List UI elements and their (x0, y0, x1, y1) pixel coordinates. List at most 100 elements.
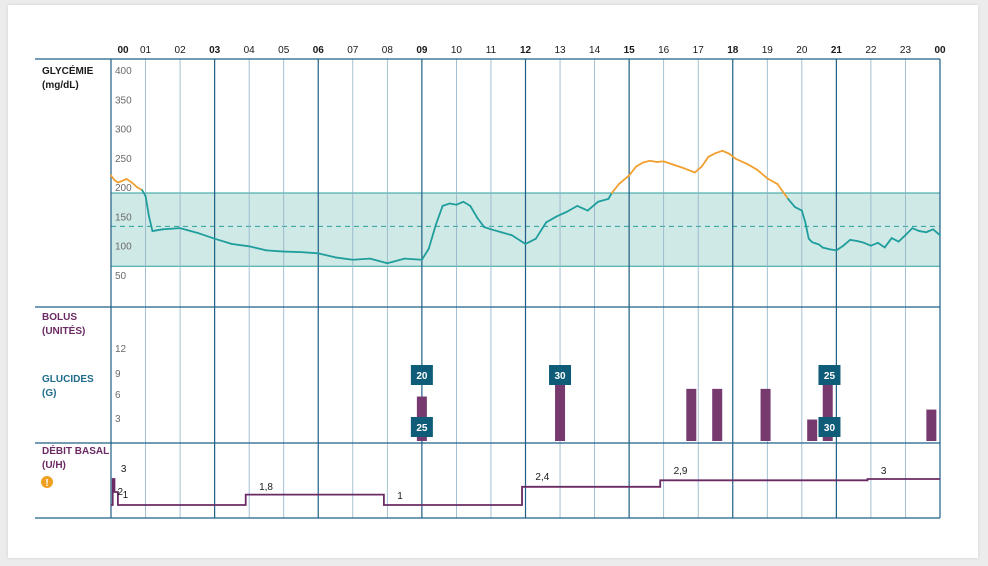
hour-label: 03 (209, 45, 221, 56)
glucose-segment (787, 197, 796, 208)
glucose-segment (441, 202, 451, 207)
glucose-segment (828, 248, 838, 252)
glucose-segment (628, 165, 637, 177)
hour-label: 17 (693, 45, 705, 56)
bolus-bar (760, 388, 771, 441)
basal-rate-line (111, 478, 940, 506)
glycemia-tick-label: 350 (115, 95, 132, 106)
carb-box (818, 365, 841, 385)
bolus-tick-label: 12 (115, 344, 127, 355)
glucose-segment (897, 234, 907, 243)
carb-box (410, 365, 433, 385)
glucose-segment (707, 152, 717, 158)
glucose-segment (673, 163, 686, 170)
glucose-segment (597, 197, 610, 203)
hour-label: 19 (762, 45, 774, 56)
glucose-segment (403, 257, 423, 261)
glucose-segment (756, 168, 769, 180)
glucose-segment (196, 231, 216, 240)
glucose-segment (136, 186, 143, 191)
glucose-segment (728, 152, 738, 160)
bolus-tick-label: 9 (115, 369, 121, 380)
bolus-tick-label: 3 (115, 414, 121, 425)
glucose-segment (821, 246, 831, 251)
bolus-unit: (UNITÉS) (42, 324, 85, 337)
glucose-segment (648, 159, 658, 163)
basal-rate-label: 2 (117, 487, 123, 498)
glucose-segment (534, 221, 548, 240)
glycemia-tick-label: 50 (115, 271, 127, 282)
glucose-segment (890, 237, 900, 243)
glucose-segment (213, 237, 233, 245)
glucose-segment (863, 241, 872, 247)
glycemia-tick-label: 100 (115, 242, 132, 253)
glucose-segment (369, 257, 389, 265)
glucose-segment (635, 161, 644, 168)
basal-unit: (U/H) (42, 460, 66, 471)
basal-title: DÉBIT BASAL (42, 444, 109, 457)
glucose-segment (804, 221, 810, 240)
glucose-report-chart: 00 01 02 03 04 05 06 07 08 09 10 11 12 13 14 15 16 17 18 19… (35, 45, 946, 519)
glucose-segment (230, 243, 251, 248)
hour-label: 16 (658, 45, 670, 56)
glucose-segment (455, 200, 465, 206)
glucose-segment (151, 228, 164, 232)
glucose-segment (144, 195, 150, 218)
glycemia-tick-label: 250 (115, 154, 132, 165)
basal-rate-label: 1 (397, 491, 403, 502)
glucose-segment (317, 252, 337, 259)
glucose-segment (576, 204, 589, 212)
hour-label: 09 (416, 45, 428, 56)
glucose-segment (617, 174, 631, 186)
glucose-segment (856, 240, 865, 244)
carb-value: 30 (554, 371, 566, 382)
basal-rate-label: 3 (881, 466, 887, 477)
carb-value: 25 (416, 423, 428, 434)
glucose-segment (110, 174, 116, 182)
glucose-segment (427, 224, 437, 250)
glucose-segment (700, 155, 710, 168)
glucose-segment (683, 167, 696, 174)
glucose-segment (462, 200, 472, 207)
basal-rate-label: 2,4 (535, 472, 549, 483)
hour-label: 02 (175, 45, 187, 56)
glucose-segment (555, 210, 568, 218)
glucose-segment (545, 215, 558, 224)
carb-box (410, 417, 433, 437)
bolus-bar (712, 388, 723, 441)
glucose-segment (721, 149, 731, 155)
carbs-title: GLUCIDES (42, 374, 94, 385)
basal-rate-label: 1,8 (259, 482, 273, 493)
glucose-segment (510, 234, 527, 245)
glucose-segment (876, 241, 886, 249)
glucose-segment (586, 200, 599, 212)
glucose-segment (248, 245, 268, 252)
bolus-bar (686, 388, 697, 441)
hour-label: 00 (117, 45, 129, 56)
hour-label: 14 (589, 45, 601, 56)
carb-value: 20 (416, 371, 428, 382)
glucose-segment (835, 244, 845, 252)
glucose-segment (610, 183, 620, 194)
hour-label: 15 (624, 45, 636, 56)
bolus-title: BOLUS (42, 312, 77, 323)
warning-icon (41, 476, 53, 488)
glucose-segment (776, 183, 789, 200)
hour-label: 23 (900, 45, 912, 56)
bolus-tick-label: 6 (115, 390, 121, 401)
glucose-segment (334, 256, 354, 261)
warning-icon-glyph: ! (45, 478, 48, 489)
glucose-segment (911, 227, 921, 232)
glucose-segment (745, 162, 758, 171)
glucose-segment (265, 249, 285, 253)
glucose-segment (524, 237, 537, 245)
hour-label: 20 (796, 45, 808, 56)
glycemia-tick-label: 150 (115, 212, 132, 223)
hour-label: 07 (347, 45, 359, 56)
hour-label: 00 (934, 45, 946, 56)
glucose-segment (842, 238, 852, 247)
glucose-segment (420, 247, 430, 261)
bolus-bar (822, 379, 833, 441)
glycemia-unit: (mg/dL) (42, 80, 79, 91)
bolus-bar (807, 419, 818, 441)
